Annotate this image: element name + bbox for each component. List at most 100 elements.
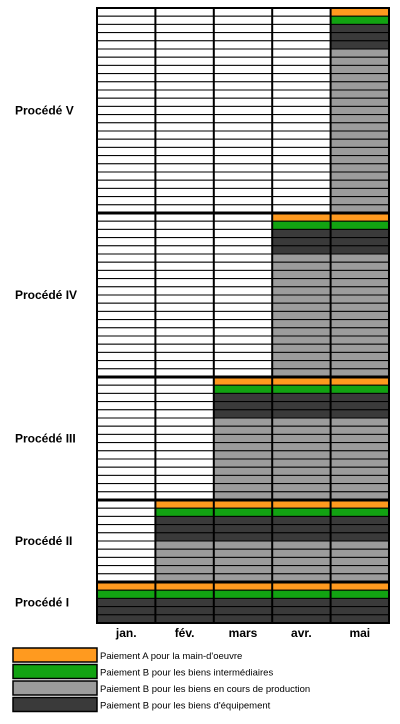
grid-cell (213, 548, 273, 558)
grid-cell (154, 466, 215, 476)
grid-cell (330, 122, 390, 132)
grid-cell (330, 286, 390, 296)
grid-cell (213, 220, 273, 230)
grid-cell (271, 425, 332, 435)
grid-cell (96, 417, 156, 427)
grid-cell (213, 507, 273, 517)
grid-cell (154, 171, 215, 181)
grid-cell (154, 450, 215, 460)
legend-label: Paiement A pour la main-d'oeuvre (100, 651, 242, 662)
grid-cell (330, 425, 390, 435)
grid-cell (154, 220, 215, 230)
grid-cell (213, 97, 273, 107)
grid-cell (154, 360, 215, 370)
grid-cell (96, 614, 156, 624)
grid-cell (96, 335, 156, 345)
grid-cell (330, 606, 390, 616)
grid-cell (96, 409, 156, 419)
grid-cell (271, 220, 332, 230)
grid-cell (271, 294, 332, 304)
grid-cell (154, 261, 215, 271)
grid-cell (330, 81, 390, 91)
grid-cell (271, 171, 332, 181)
grid-cell (330, 278, 390, 288)
grid-cell (330, 392, 390, 403)
grid-cell (330, 261, 390, 271)
grid-cell (154, 343, 215, 353)
grid-cell (96, 548, 156, 558)
grid-cell (271, 540, 332, 550)
grid-cell (213, 565, 273, 575)
grid-cell (96, 105, 156, 116)
grid-cell (96, 114, 156, 124)
grid-cell (330, 237, 390, 247)
grid-cell (271, 442, 332, 452)
grid-cell (330, 73, 390, 83)
grid-cell (154, 556, 215, 567)
grid-cell (154, 524, 215, 534)
grid-cell (213, 7, 273, 17)
grid-cell (330, 32, 390, 42)
grid-cell (96, 597, 156, 608)
grid-cell (96, 515, 156, 526)
grid-cell (154, 81, 215, 91)
grid-cell (213, 64, 273, 75)
process-labels: Procédé V Procédé IV Procédé III Procédé II… (15, 104, 77, 610)
grid-cell (271, 23, 332, 34)
grid-cell (154, 319, 215, 329)
grid-cell (154, 130, 215, 140)
grid-cell (271, 286, 332, 296)
grid-cell (213, 409, 273, 419)
grid-cell (154, 392, 215, 403)
grid-cell (96, 278, 156, 288)
grid-cell (213, 392, 273, 403)
grid-cell (330, 327, 390, 337)
grid-cell (271, 556, 332, 567)
grid-cell (154, 548, 215, 558)
grid-cell (154, 442, 215, 452)
grid-cell (271, 196, 332, 206)
grid-cell (271, 48, 332, 58)
grid-cell (330, 450, 390, 460)
grid-cell (96, 130, 156, 140)
grid-cell (271, 269, 332, 280)
grid-cell (213, 105, 273, 116)
grid-cell (213, 81, 273, 91)
grid-cell (154, 401, 215, 411)
month-label: mars (229, 626, 258, 640)
grid-cell (154, 384, 215, 394)
grid-cell (271, 122, 332, 132)
grid-cell (330, 228, 390, 239)
grid-cell (213, 114, 273, 124)
grid-cell (96, 64, 156, 75)
grid-cell (154, 7, 215, 17)
process-label: Procédé III (15, 432, 76, 446)
grid-cell (96, 32, 156, 42)
grid-cell (154, 269, 215, 280)
grid-cell (271, 73, 332, 83)
grid-cell (213, 56, 273, 66)
grid-cell (271, 81, 332, 91)
grid-cell (154, 56, 215, 66)
grid-cell (154, 417, 215, 427)
grid-cell (96, 56, 156, 66)
grid-cell (154, 589, 215, 599)
grid-cell (96, 253, 156, 263)
grid-cell (213, 32, 273, 42)
grid-cell (96, 425, 156, 435)
grid-frame (96, 7, 390, 624)
grid-cell (96, 23, 156, 34)
grid-cell (330, 97, 390, 107)
grid-cell (154, 146, 215, 157)
grid-cell (154, 433, 215, 444)
legend-label: Paiement B pour les biens d'équipement (100, 701, 271, 712)
grid-cell (213, 483, 273, 493)
grid-cell (330, 56, 390, 66)
grid-cell (154, 614, 215, 624)
grid-cell (271, 360, 332, 370)
grid-cell (154, 515, 215, 526)
grid-cell (154, 105, 215, 116)
grid-cell (154, 122, 215, 132)
grid-cell (330, 171, 390, 181)
grid-cell (213, 310, 273, 321)
